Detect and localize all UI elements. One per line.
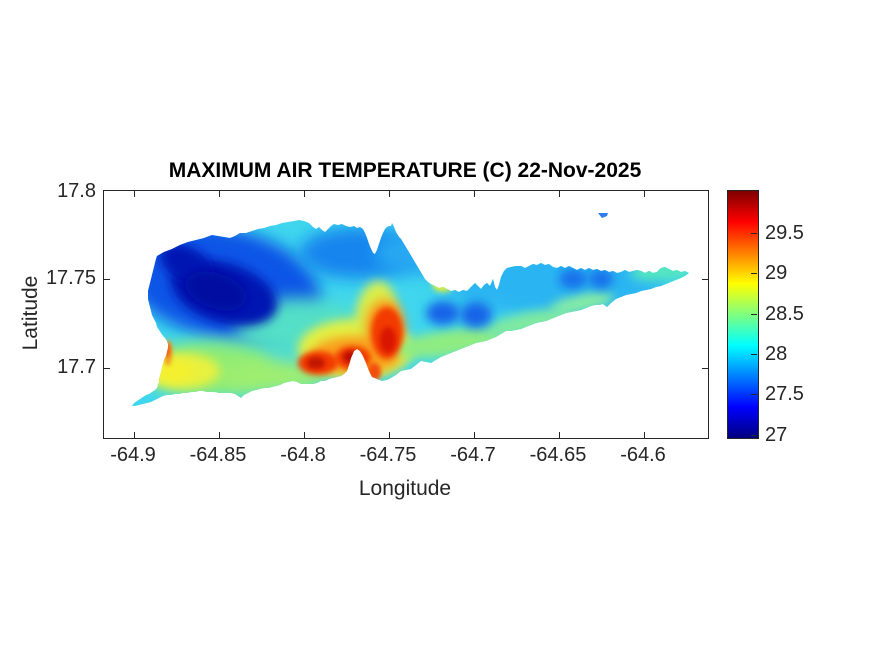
x-tickmark-top: [219, 191, 220, 197]
y-tickmark: [104, 368, 110, 369]
x-axis-label: Longitude: [358, 477, 452, 500]
x-tickmark-top: [304, 191, 305, 197]
x-tickmark: [304, 432, 305, 438]
colorbar-tick-label: 27.5: [765, 383, 804, 405]
x-tick-label: -64.75: [359, 444, 417, 466]
colorbar-tickmark: [751, 435, 757, 436]
island-contour-map: [132, 213, 689, 406]
colorbar-tickmark: [751, 354, 757, 355]
y-tick-label: 17.8: [57, 180, 96, 202]
colorbar-tick-label: 29.5: [765, 222, 804, 244]
colorbar-tick-label: 28: [765, 343, 788, 365]
x-tickmark-top: [474, 191, 475, 197]
chart-title: MAXIMUM AIR TEMPERATURE (C) 22-Nov-2025: [168, 159, 642, 182]
offshore-islet: [598, 213, 608, 218]
colorbar-tick-label: 28.5: [765, 303, 804, 325]
x-tick-label: -64.85: [189, 444, 247, 466]
x-tickmark-top: [644, 191, 645, 197]
y-tickmark-right: [702, 368, 708, 369]
colorbar-tick-label: 29: [765, 262, 788, 284]
x-tick-label: -64.6: [620, 444, 666, 466]
y-tick-label: 17.75: [45, 267, 96, 289]
x-tickmark: [644, 432, 645, 438]
colorbar-tickmark: [751, 394, 757, 395]
x-tickmark-top: [389, 191, 390, 197]
x-tickmark: [559, 432, 560, 438]
x-tick-label: -64.7: [450, 444, 496, 466]
x-tickmark: [219, 432, 220, 438]
y-tickmark-right: [702, 279, 708, 280]
plot-area: [103, 190, 709, 439]
x-tickmark: [389, 432, 390, 438]
x-tickmark-top: [559, 191, 560, 197]
x-tickmark: [134, 432, 135, 438]
y-tick-label: 17.7: [57, 356, 96, 378]
colorbar: [727, 190, 759, 439]
x-tick-label: -64.9: [110, 444, 156, 466]
x-tickmark-top: [134, 191, 135, 197]
colorbar-tick-label: 27: [765, 424, 788, 446]
colorbar-tickmark: [751, 314, 757, 315]
colorbar-tickmark: [751, 233, 757, 234]
colorbar-tickmark: [751, 273, 757, 274]
x-tick-label: -64.65: [529, 444, 587, 466]
y-tickmark: [104, 279, 110, 280]
x-tickmark: [474, 432, 475, 438]
y-axis-label: Latitude: [19, 275, 42, 351]
x-tick-label: -64.8: [280, 444, 326, 466]
